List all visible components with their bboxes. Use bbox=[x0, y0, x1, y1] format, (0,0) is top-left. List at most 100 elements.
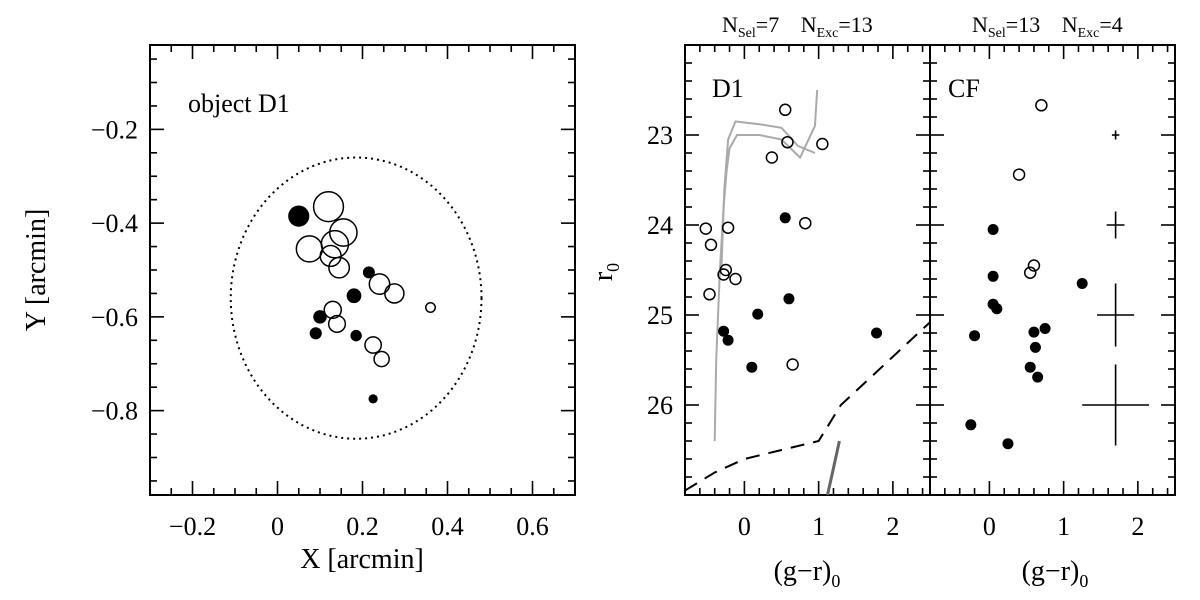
middle-panel: 0 1 2 23 24 25 26 D1 NSel=7 NExc=13 (g−r)0 r0 bbox=[588, 12, 931, 591]
middle-selected-point bbox=[722, 334, 734, 346]
right-xtick-label: 2 bbox=[1131, 512, 1144, 541]
left-selected-point bbox=[288, 205, 310, 227]
middle-ylabel: r0 bbox=[588, 263, 623, 281]
right-selected-point bbox=[991, 303, 1003, 315]
middle-excluded-point bbox=[699, 222, 713, 235]
middle-selected-point bbox=[871, 327, 883, 339]
left-excluded-point bbox=[323, 300, 343, 320]
middle-ticks bbox=[684, 44, 930, 496]
left-tick-labels: −0.2 0 0.2 0.4 0.6 −0.2 −0.4 −0.6 −0.8 bbox=[91, 115, 549, 541]
middle-selected-point bbox=[783, 293, 795, 305]
left-excluded-point bbox=[327, 314, 347, 333]
right-selected-point bbox=[1002, 438, 1014, 450]
middle-excluded-point bbox=[816, 137, 829, 151]
left-excluded-point bbox=[368, 273, 391, 295]
left-excluded-point bbox=[312, 191, 345, 223]
left-ytick-label: −0.4 bbox=[91, 209, 138, 238]
right-excluded-point bbox=[1023, 266, 1037, 279]
left-xtick-label: 0.6 bbox=[516, 512, 549, 541]
middle-ytick-label: 24 bbox=[647, 211, 673, 240]
middle-ytick-label: 23 bbox=[647, 121, 673, 150]
middle-excluded-point bbox=[721, 221, 735, 234]
middle-excluded-point bbox=[778, 103, 792, 117]
right-frame bbox=[929, 44, 1176, 496]
left-excluded-point bbox=[364, 336, 383, 354]
middle-selected-point bbox=[779, 212, 791, 224]
right-selected-point bbox=[987, 270, 999, 282]
left-ticks bbox=[149, 45, 576, 495]
middle-excluded-point bbox=[717, 268, 730, 281]
left-excluded-point bbox=[425, 302, 436, 313]
left-xtick-label: −0.2 bbox=[169, 512, 216, 541]
middle-excluded-point bbox=[729, 272, 742, 286]
middle-xlabel: (g−r)0 bbox=[774, 556, 841, 591]
right-points bbox=[965, 99, 1150, 450]
right-selected-point bbox=[1029, 341, 1041, 353]
middle-isochrone-upper-line bbox=[720, 120, 816, 271]
middle-curves bbox=[685, 89, 930, 495]
right-selected-point bbox=[969, 330, 981, 342]
middle-selected-point bbox=[752, 308, 764, 320]
right-excluded-point bbox=[1012, 168, 1026, 181]
selection-ellipse bbox=[229, 156, 483, 440]
right-nexc: 4 bbox=[1112, 12, 1123, 37]
right-selected-point bbox=[987, 224, 999, 235]
right-excluded-point bbox=[1027, 259, 1041, 272]
right-selected-point bbox=[1032, 371, 1044, 383]
left-selected-point bbox=[350, 329, 362, 342]
right-panel: 0 1 2 CF NSel=13 NExc=4 (g−r)0 bbox=[929, 12, 1176, 591]
right-tick-labels: 0 1 2 bbox=[983, 512, 1144, 541]
left-ytick-label: −0.8 bbox=[91, 397, 138, 426]
left-excluded-point bbox=[373, 350, 390, 368]
middle-points bbox=[699, 103, 883, 373]
middle-excluded-point bbox=[786, 358, 799, 371]
middle-nsel: 7 bbox=[768, 12, 779, 37]
middle-selected-point bbox=[718, 325, 730, 337]
left-excluded-point bbox=[328, 256, 351, 279]
right-xtick-label: 0 bbox=[983, 512, 996, 541]
left-excluded-point bbox=[328, 218, 358, 247]
right-xtick-label: 1 bbox=[1057, 512, 1070, 541]
left-selected-point bbox=[313, 310, 327, 324]
right-selected-point bbox=[1076, 278, 1088, 289]
left-excluded-point bbox=[320, 229, 350, 259]
middle-nexc: 13 bbox=[851, 12, 873, 37]
middle-rgb-fiducial-line bbox=[826, 440, 841, 495]
middle-excluded-point bbox=[765, 151, 779, 164]
left-selected-point bbox=[309, 327, 322, 340]
left-selected-point bbox=[362, 266, 375, 279]
left-excluded-point bbox=[295, 235, 324, 263]
right-xlabel: (g−r)0 bbox=[1022, 556, 1089, 591]
right-selected-point bbox=[1024, 361, 1036, 373]
left-xtick-label: 0 bbox=[271, 512, 284, 541]
left-annotation: object D1 bbox=[188, 89, 290, 118]
left-ytick-label: −0.2 bbox=[91, 115, 138, 144]
right-selected-point bbox=[1039, 323, 1051, 334]
left-excluded-point bbox=[384, 283, 405, 304]
middle-ytick-label: 26 bbox=[647, 391, 673, 420]
right-header: NSel=13 NExc=4 bbox=[972, 12, 1123, 41]
middle-excluded-point bbox=[799, 216, 812, 230]
middle-completeness-limit-line bbox=[685, 321, 930, 492]
left-points bbox=[288, 191, 436, 404]
right-selected-point bbox=[965, 419, 977, 431]
middle-header: NSel=7 NExc=13 bbox=[722, 12, 873, 41]
left-xtick-label: 0.2 bbox=[346, 512, 379, 541]
middle-xtick-label: 1 bbox=[812, 512, 825, 541]
left-panel: −0.2 0 0.2 0.4 0.6 −0.2 −0.4 −0.6 −0.8 object D1… bbox=[21, 44, 576, 575]
left-ylabel: Y [arcmin] bbox=[21, 209, 52, 332]
left-excluded-point bbox=[319, 244, 342, 268]
right-selected-point bbox=[1028, 326, 1040, 338]
right-annotation: CF bbox=[948, 74, 980, 103]
left-ytick-label: −0.6 bbox=[91, 303, 138, 332]
left-xtick-label: 0.4 bbox=[431, 512, 464, 541]
middle-tick-labels: 0 1 2 23 24 25 26 bbox=[647, 121, 899, 541]
middle-selected-point bbox=[746, 361, 758, 373]
right-nsel: 13 bbox=[1018, 12, 1040, 37]
left-selected-point bbox=[368, 394, 378, 404]
right-ticks bbox=[929, 44, 1175, 496]
middle-isochrone-lower-line bbox=[713, 89, 819, 442]
right-excluded-point bbox=[1035, 99, 1048, 112]
middle-annotation: D1 bbox=[712, 74, 744, 103]
middle-xtick-label: 0 bbox=[738, 512, 751, 541]
